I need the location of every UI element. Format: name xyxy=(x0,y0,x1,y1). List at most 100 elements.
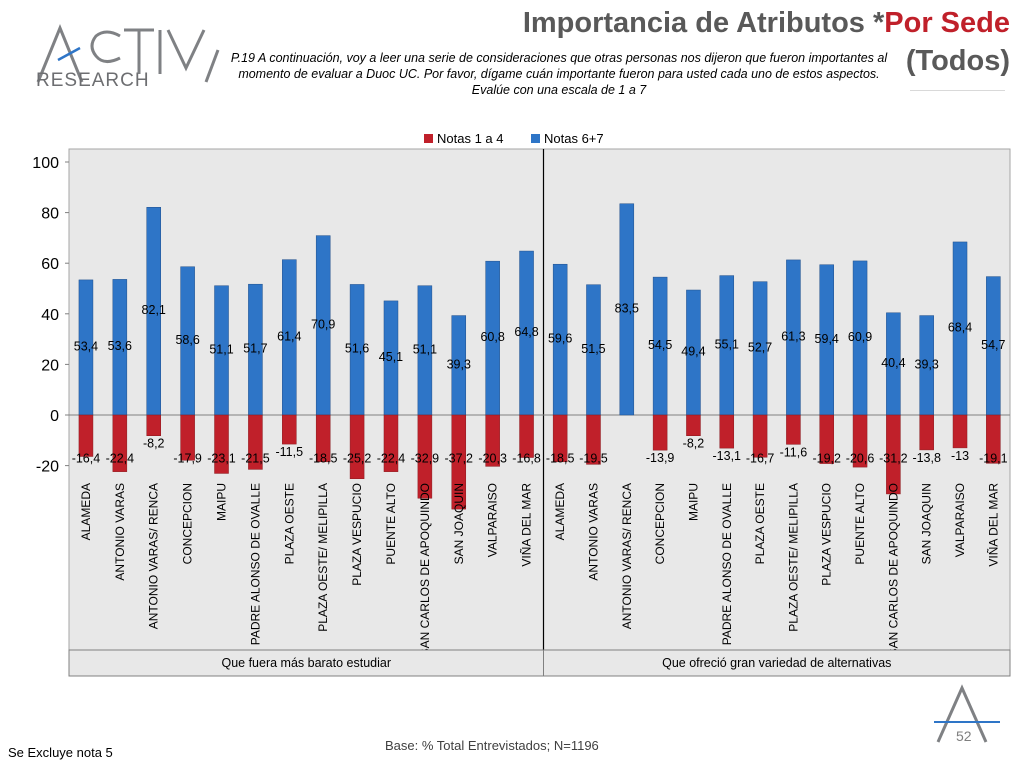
data-label-positive: 39,3 xyxy=(915,357,939,371)
data-label-positive: 64,8 xyxy=(514,325,538,339)
data-label-positive: 51,1 xyxy=(413,342,437,356)
data-label-positive: 51,7 xyxy=(243,342,267,356)
activa-research-logo xyxy=(36,24,220,83)
y-tick-label: 20 xyxy=(41,357,59,374)
bar-negative xyxy=(417,414,433,499)
category-label: PADRE ALONSO DE OVALLE xyxy=(248,483,262,645)
category-label: PADRE ALONSO DE OVALLE xyxy=(720,483,734,645)
category-label: PLAZA VESPUCIO xyxy=(350,483,364,586)
category-label: ANTONIO VARAS/ RENCA xyxy=(147,483,161,629)
group-label-box xyxy=(543,649,1011,677)
bar-negative xyxy=(986,414,1001,464)
data-label-positive: 53,6 xyxy=(108,339,132,353)
data-label-negative: -18,5 xyxy=(309,451,338,465)
y-tick-label: 100 xyxy=(32,155,59,172)
data-label-positive: 49,4 xyxy=(681,345,705,359)
bar-negative xyxy=(146,414,161,436)
bar-negative xyxy=(752,414,768,458)
data-label-negative: -11,5 xyxy=(276,445,304,459)
data-label-negative: -21,5 xyxy=(241,451,270,465)
data-label-positive: 51,5 xyxy=(581,342,605,356)
bar-negative xyxy=(519,414,534,458)
y-tick-label: 60 xyxy=(41,256,59,273)
category-label: MAIPU xyxy=(686,483,700,521)
question-text: P.19 A continuación, voy a leer una seri… xyxy=(230,51,888,97)
data-label-negative: -19,2 xyxy=(812,451,841,465)
data-label-negative: -13,9 xyxy=(646,451,675,465)
legend-label-notas-1-4: Notas 1 a 4 xyxy=(437,131,504,146)
data-label-negative: -20,3 xyxy=(478,451,507,465)
data-label-positive: 59,4 xyxy=(815,332,839,346)
category-label: ALAMEDA xyxy=(553,483,567,540)
bar-negative xyxy=(214,414,229,474)
bar-negative xyxy=(952,414,968,449)
bar-negative xyxy=(886,414,901,495)
category-label: VALPARAISO xyxy=(953,483,967,557)
bar-negative xyxy=(586,414,601,465)
category-label: VIÑA DEL MAR xyxy=(986,483,1000,567)
bar-negative xyxy=(248,414,263,470)
y-tick-label: 0 xyxy=(50,408,59,425)
data-label-negative: -11,6 xyxy=(780,445,808,459)
bar-negative xyxy=(112,414,128,472)
bar-negative xyxy=(686,414,701,436)
category-label: SAN JOAQUIN xyxy=(452,483,466,564)
category-label: ANTONIO VARAS xyxy=(113,483,127,581)
page-number: 52 xyxy=(956,728,972,744)
data-label-negative: -16,4 xyxy=(72,451,101,465)
data-label-negative: -8,2 xyxy=(143,437,165,451)
data-label-positive: 39,3 xyxy=(447,357,471,371)
data-label-positive: 68,4 xyxy=(948,320,972,334)
plot-area xyxy=(68,148,1011,651)
data-label-negative: -32,9 xyxy=(411,451,440,465)
data-label-positive: 54,5 xyxy=(648,338,672,352)
category-label: MAIPU xyxy=(215,483,229,521)
page-title: Importancia de Atributos *Por Sede (Todo… xyxy=(522,7,1010,77)
legend-swatch-notas-1-4 xyxy=(424,134,433,143)
data-label-positive: 51,1 xyxy=(209,342,233,356)
y-tick-label: 80 xyxy=(41,206,59,223)
bar-negative xyxy=(819,414,834,464)
y-tick-label: 40 xyxy=(41,307,59,324)
bar-negative xyxy=(552,414,568,463)
header-divider xyxy=(910,90,1005,91)
category-label: PUENTE ALTO xyxy=(384,483,398,565)
data-label-positive: 70,9 xyxy=(311,317,335,331)
data-label-positive: 61,3 xyxy=(781,329,805,343)
category-label: CONCEPCION xyxy=(181,483,195,564)
data-label-positive: 51,6 xyxy=(345,342,369,356)
bar-negative xyxy=(652,414,668,451)
data-label-negative: -22,4 xyxy=(377,451,406,465)
bar-negative xyxy=(719,414,735,449)
data-label-positive: 45,1 xyxy=(379,350,403,364)
category-label: VALPARAISO xyxy=(486,483,500,557)
category-label: SAN JOAQUIN xyxy=(920,483,934,564)
category-label: PLAZA OESTE/ MELIPILLA xyxy=(786,483,800,632)
data-label-positive: 61,4 xyxy=(277,329,301,343)
base-note: Base: % Total Entrevistados; N=1196 xyxy=(385,738,599,753)
data-label-negative: -23,1 xyxy=(207,451,236,465)
bar-negative xyxy=(349,414,365,480)
data-label-negative: -17,9 xyxy=(173,451,202,465)
data-label-positive: 83,5 xyxy=(615,301,639,315)
category-label: ANTONIO VARAS xyxy=(586,483,600,581)
data-label-negative: -22,4 xyxy=(106,451,135,465)
bar-negative xyxy=(383,414,399,472)
data-label-positive: 53,4 xyxy=(74,339,98,353)
bar-chart: -20 0 20 40 60 80 100 Notas 1 a 4 Notas 6+7 53,4 -… xyxy=(32,131,1011,677)
legend-swatch-notas-6-7 xyxy=(531,134,540,143)
data-label-positive: 55,1 xyxy=(715,337,739,351)
data-label-positive: 82,1 xyxy=(142,303,166,317)
data-label-negative: -19,5 xyxy=(579,451,608,465)
category-label: ALAMEDA xyxy=(79,483,93,540)
bar-negative xyxy=(852,414,868,468)
bar-negative xyxy=(78,414,94,457)
data-label-positive: 59,6 xyxy=(548,332,572,346)
y-tick-label: -20 xyxy=(36,459,59,476)
data-label-negative: -13 xyxy=(951,449,969,463)
data-label-negative: -19,1 xyxy=(979,451,1008,465)
category-label: SAN CARLOS DE APOQUINDO xyxy=(418,483,432,656)
bar-negative xyxy=(451,414,467,510)
bar-negative xyxy=(919,414,934,451)
logo-wordmark: RESEARCH xyxy=(36,70,150,91)
